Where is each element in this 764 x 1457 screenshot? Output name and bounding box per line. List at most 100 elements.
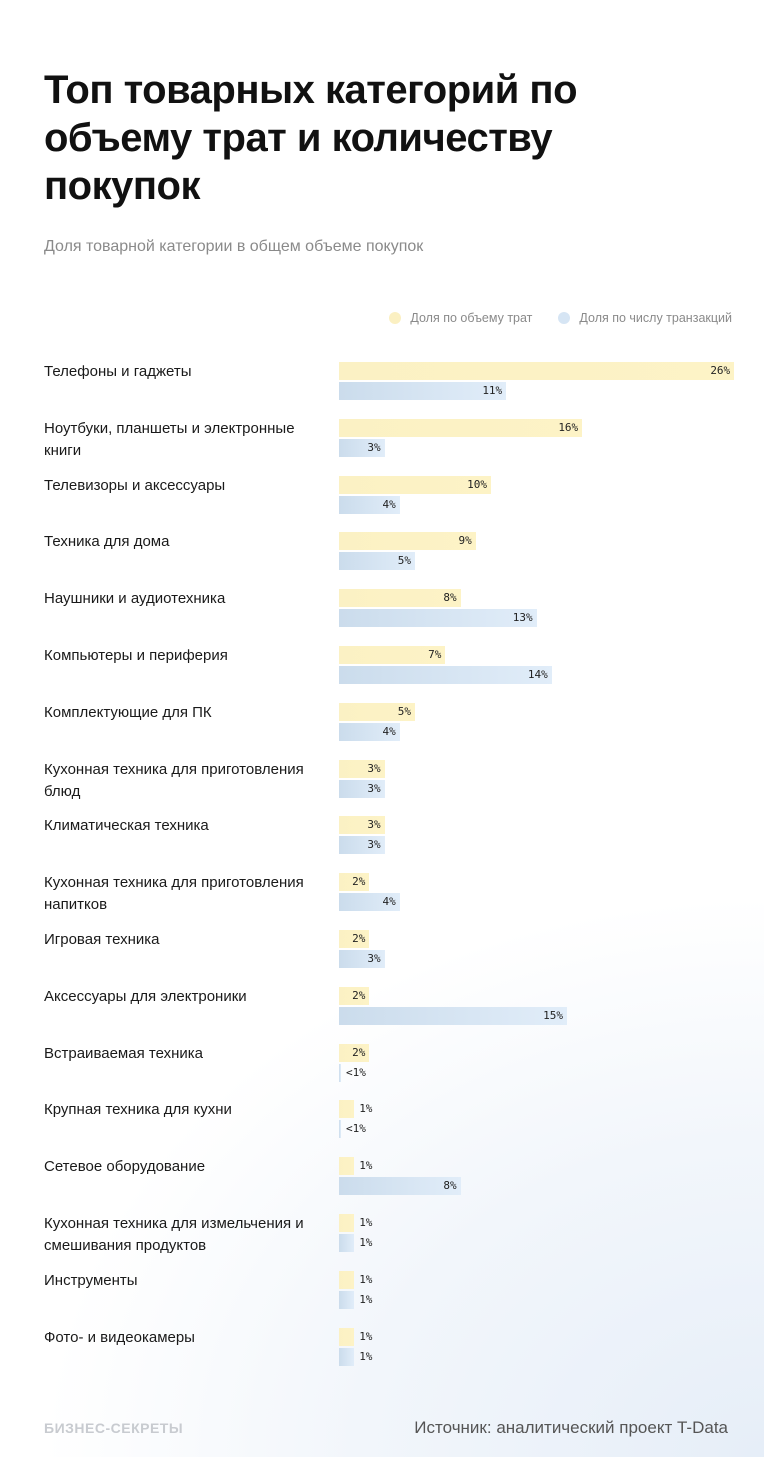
value-label-spend: 2% bbox=[352, 988, 366, 1002]
legend-dot-transactions bbox=[558, 312, 571, 324]
bar-transactions bbox=[339, 666, 552, 684]
value-label-spend: 8% bbox=[443, 591, 457, 605]
value-label-transactions: 11% bbox=[482, 384, 503, 397]
bar-spend bbox=[339, 1100, 355, 1119]
value-label-spend: 26% bbox=[710, 364, 731, 377]
category-label: Игровая техника bbox=[44, 931, 160, 948]
bar-transactions bbox=[339, 1234, 355, 1252]
bar-spend bbox=[339, 475, 491, 494]
chart-row: Инструменты 1% 1% bbox=[0, 1270, 764, 1310]
category-label: Кухонная техника для приготовления блюд bbox=[44, 760, 304, 800]
chart-row: Кухонная техника для приготовления блюд 3… bbox=[0, 759, 764, 800]
value-label-transactions: 8% bbox=[443, 1179, 457, 1193]
bar-transactions bbox=[339, 495, 400, 514]
value-label-spend: 1% bbox=[359, 1102, 373, 1116]
legend-label-transactions: Доля по числу транзакций bbox=[579, 311, 732, 325]
bar-transactions bbox=[339, 950, 385, 968]
legend-label-spend: Доля по объему трат bbox=[410, 311, 533, 325]
value-label-spend: 2% bbox=[352, 932, 366, 945]
category-label: Фото- и видеокамеры bbox=[44, 1328, 195, 1346]
value-label-transactions: 3% bbox=[367, 838, 381, 852]
bar-transactions bbox=[339, 1063, 341, 1082]
category-label: Компьютеры и периферия bbox=[44, 647, 228, 664]
value-label-spend: 9% bbox=[458, 534, 472, 548]
value-label-spend: 2% bbox=[352, 1045, 366, 1059]
category-label: Аксессуары для электроники bbox=[44, 987, 247, 1005]
bar-spend bbox=[339, 418, 583, 437]
value-label-spend: 1% bbox=[359, 1329, 373, 1343]
category-label: Комплектующие для ПК bbox=[44, 703, 212, 721]
chart-row: Ноутбуки, планшеты и электронные книги 16… bbox=[0, 418, 764, 459]
chart-row: Телефоны и гаджеты 26% 11% bbox=[0, 361, 764, 401]
value-label-transactions: 1% bbox=[359, 1292, 373, 1306]
value-label-transactions: 4% bbox=[382, 497, 396, 511]
value-label-transactions: 14% bbox=[527, 668, 548, 681]
value-label-spend: 2% bbox=[352, 875, 366, 889]
value-label-transactions: 13% bbox=[512, 611, 533, 625]
bar-spend bbox=[339, 1270, 355, 1289]
legend-item-spend: Доля по объему трат bbox=[389, 311, 532, 325]
category-label: Инструменты bbox=[44, 1271, 138, 1289]
bar-transactions bbox=[339, 609, 537, 628]
bar-spend bbox=[339, 986, 370, 1005]
chart-row: Наушники и аудиотехника 8% 13% bbox=[0, 588, 764, 628]
value-label-transactions: 4% bbox=[382, 895, 396, 909]
value-label-transactions: 4% bbox=[382, 724, 396, 738]
value-label-spend: 1% bbox=[359, 1159, 373, 1173]
chart-row: Фото- и видеокамеры 1% 1% bbox=[0, 1327, 764, 1367]
bar-transactions bbox=[339, 779, 385, 798]
value-label-transactions: <1% bbox=[346, 1122, 366, 1136]
bar-spend bbox=[339, 930, 370, 948]
bar-spend bbox=[339, 532, 476, 551]
value-label-spend: 16% bbox=[558, 420, 579, 434]
bar-transactions bbox=[339, 893, 400, 912]
value-label-transactions: 1% bbox=[359, 1236, 373, 1249]
category-label: Наушники и аудиотехника bbox=[44, 590, 226, 608]
bar-transactions bbox=[339, 722, 400, 741]
category-label: Климатическая техника bbox=[44, 817, 209, 835]
bar-spend bbox=[339, 1327, 355, 1346]
value-label-spend: 10% bbox=[467, 477, 487, 491]
chart-row: Аксессуары для электроники 2% 15% bbox=[0, 986, 764, 1026]
logo: БИЗНЕС-СЕКРЕТЫ bbox=[44, 1420, 184, 1436]
bar-transactions bbox=[339, 1120, 341, 1139]
chart-row: Компьютеры и периферия 7% 14% bbox=[0, 645, 764, 685]
bar-transactions bbox=[339, 1006, 567, 1025]
chart-title: Топ товарных категорий по объему трат и … bbox=[44, 68, 578, 208]
chart-row: Кухонная техника для измельчения и смеши… bbox=[0, 1213, 764, 1254]
bar-transactions bbox=[339, 1290, 355, 1309]
chart-row: Кухонная техника для приготовления напит… bbox=[0, 872, 764, 913]
chart-row: Крупная техника для кухни 1% <1% bbox=[0, 1099, 764, 1139]
category-label: Техника для дома bbox=[44, 533, 170, 551]
bar-spend bbox=[339, 873, 370, 892]
category-label: Крупная техника для кухни bbox=[44, 1101, 232, 1119]
bar-transactions bbox=[339, 382, 507, 400]
chart-row: Комплектующие для ПК 5% 4% bbox=[0, 702, 764, 742]
value-label-spend: 1% bbox=[359, 1216, 373, 1229]
chart-row: Сетевое оборудование 1% 8% bbox=[0, 1156, 764, 1196]
category-label: Кухонная техника для приготовления напит… bbox=[44, 874, 304, 914]
value-label-transactions: 1% bbox=[359, 1349, 373, 1363]
bar-transactions bbox=[339, 836, 385, 855]
bar-spend bbox=[339, 1157, 355, 1176]
bar-transactions bbox=[339, 1347, 355, 1366]
bar-transactions bbox=[339, 552, 415, 571]
category-label: Сетевое оборудование bbox=[44, 1158, 206, 1176]
value-label-spend: 1% bbox=[359, 1272, 373, 1286]
category-label: Телевизоры и аксессуары bbox=[44, 476, 226, 494]
value-label-spend: 3% bbox=[367, 818, 381, 832]
chart-row: Игровая техника 2% 3% bbox=[0, 929, 764, 969]
value-label-spend: 7% bbox=[428, 648, 442, 661]
value-label-transactions: 5% bbox=[397, 554, 411, 568]
legend-dot-spend bbox=[389, 312, 402, 324]
value-label-spend: 5% bbox=[397, 704, 411, 718]
legend-item-transactions: Доля по числу транзакций bbox=[558, 311, 732, 325]
value-label-transactions: <1% bbox=[346, 1065, 366, 1079]
bar-transactions bbox=[339, 1177, 461, 1196]
category-label: Ноутбуки, планшеты и электронные книги bbox=[44, 419, 295, 459]
bar-spend bbox=[339, 816, 385, 835]
category-label: Встраиваемая техника bbox=[44, 1044, 203, 1062]
bar-spend bbox=[339, 646, 446, 664]
bar-spend bbox=[339, 362, 735, 380]
chart-subtitle: Доля товарной категории в общем объеме п… bbox=[44, 238, 424, 255]
